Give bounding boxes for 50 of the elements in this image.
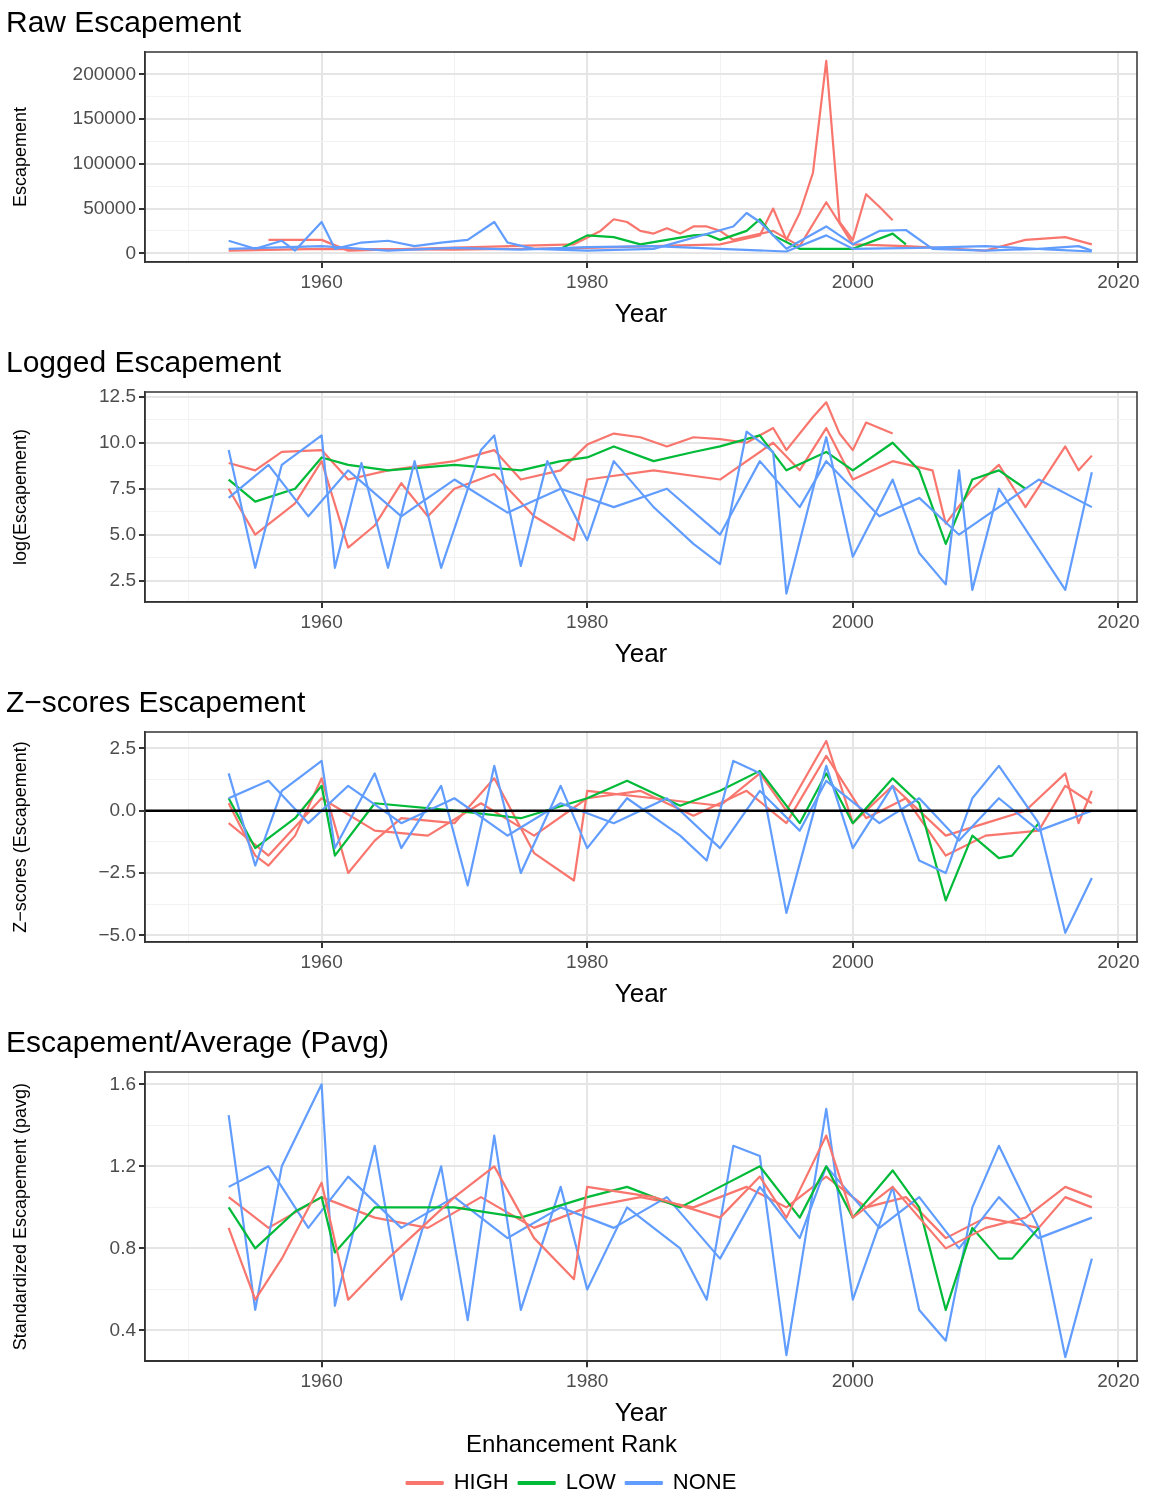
y-tick-label: 5.0 [109, 522, 136, 544]
x-axis-title: Year [614, 637, 668, 668]
y-tick-label: 1.6 [109, 1072, 136, 1094]
y-tick-label: 10.0 [99, 430, 136, 452]
x-axis-title: Year [614, 1396, 668, 1427]
x-tick-label: 2000 [831, 610, 874, 632]
x-tick-label: 1980 [566, 1369, 609, 1391]
x-tick-label: 2000 [831, 950, 874, 972]
x-tick-label: 2020 [1097, 270, 1140, 292]
y-tick-label: 200000 [72, 62, 136, 84]
y-tick-label: −2.5 [98, 861, 136, 883]
y-tick-label: 0.8 [109, 1236, 136, 1258]
x-tick-label: 1960 [300, 610, 343, 632]
y-tick-label: 0.0 [109, 798, 136, 820]
y-tick-label: 1.2 [109, 1154, 136, 1176]
y-axis-title: Escapement [9, 106, 30, 208]
y-tick-label: 0.4 [109, 1318, 137, 1340]
y-tick-label: 100000 [72, 152, 136, 174]
y-axis-title: log(Escapement) [9, 428, 30, 566]
x-axis-title: Year [614, 297, 668, 328]
x-tick-label: 1960 [300, 1369, 343, 1391]
legend-label: LOW [565, 1469, 617, 1495]
y-tick-label: 0 [125, 241, 136, 263]
chart-title: Logged Escapement [6, 345, 282, 379]
chart-title: Escapement/Average (Pavg) [6, 1025, 389, 1059]
x-tick-label: 2000 [831, 270, 874, 292]
x-tick-label: 2020 [1097, 1369, 1140, 1391]
x-tick-label: 2000 [831, 1369, 874, 1391]
y-tick-label: 2.5 [109, 568, 136, 590]
y-axis-title: Standardized Escapement (pavg) [9, 1083, 30, 1351]
chart-title: Raw Escapement [6, 5, 242, 39]
x-tick-label: 1980 [566, 610, 609, 632]
y-tick-label: 50000 [83, 196, 136, 218]
legend-title: Enhancement Rank [466, 1429, 678, 1457]
legend-label: NONE [672, 1469, 737, 1495]
y-tick-label: 12.5 [99, 385, 136, 407]
x-tick-label: 2020 [1097, 610, 1140, 632]
x-tick-label: 1980 [566, 950, 609, 972]
y-axis-title: Z−scores (Escapement) [9, 741, 30, 933]
x-tick-label: 1960 [300, 270, 343, 292]
y-tick-label: 150000 [72, 107, 136, 129]
legend-label: HIGH [453, 1469, 509, 1495]
y-tick-label: −5.0 [98, 923, 136, 945]
chart-title: Z−scores Escapement [6, 685, 306, 719]
x-tick-label: 1960 [300, 950, 343, 972]
x-tick-label: 1980 [566, 270, 609, 292]
x-axis-title: Year [614, 977, 668, 1008]
x-tick-label: 2020 [1097, 950, 1140, 972]
y-tick-label: 2.5 [109, 736, 136, 758]
y-tick-label: 7.5 [109, 476, 136, 498]
